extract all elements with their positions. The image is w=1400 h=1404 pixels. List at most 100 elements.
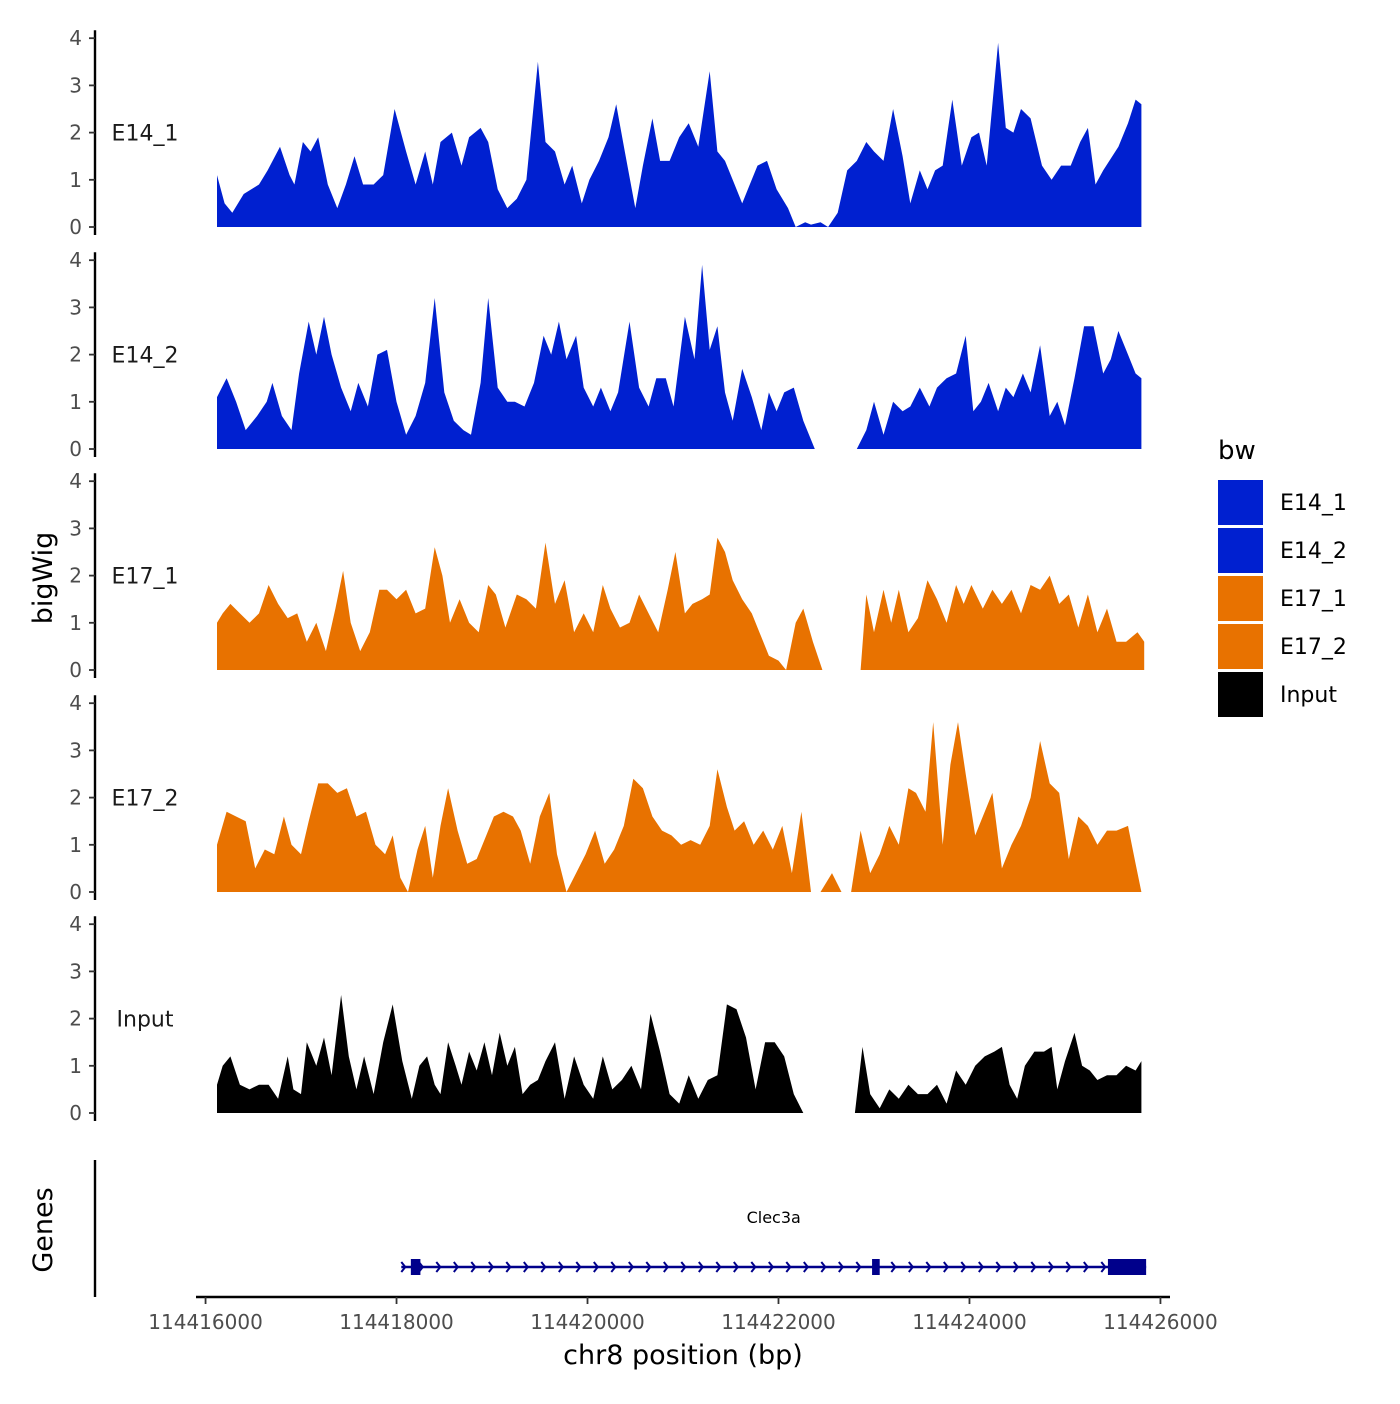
legend-swatch <box>1218 624 1263 669</box>
track-label-e14-2: E14_2 <box>112 344 179 369</box>
strand-arrow <box>435 1261 442 1273</box>
strand-arrow <box>960 1261 967 1273</box>
strand-arrow <box>540 1261 547 1273</box>
y-tick-label: 3 <box>69 738 82 762</box>
legend-label: E14_2 <box>1280 539 1347 564</box>
y-tick-label: 2 <box>69 564 82 588</box>
x-tick-label: 114424000 <box>912 1310 1027 1334</box>
coverage-area-e17-1-0 <box>217 537 823 670</box>
strand-arrow <box>453 1261 460 1273</box>
legend: bw E14_1 E14_2 E17_1 E17_2 Input <box>1218 436 1347 717</box>
strand-arrow <box>908 1261 915 1273</box>
strand-arrow <box>593 1261 600 1273</box>
strand-arrow <box>523 1261 530 1273</box>
strand-arrow <box>925 1261 932 1273</box>
strand-arrow <box>943 1261 950 1273</box>
legend-label: E14_1 <box>1280 491 1347 516</box>
coverage-area-input-0 <box>217 995 834 1113</box>
y-tick-label: 1 <box>69 168 82 192</box>
legend-swatch <box>1218 480 1263 525</box>
gene-clec3a: Clec3a <box>400 1208 1147 1275</box>
strand-arrow <box>803 1261 810 1273</box>
strand-arrow <box>820 1261 827 1273</box>
strand-arrow <box>995 1261 1002 1273</box>
track-label-e17-1: E17_1 <box>112 565 179 590</box>
legend-swatch <box>1218 576 1263 621</box>
strand-arrow <box>890 1261 897 1273</box>
strand-arrow <box>1083 1261 1090 1273</box>
strand-arrow <box>1030 1261 1037 1273</box>
x-tick-label: 114420000 <box>530 1310 645 1334</box>
strand-arrow <box>978 1261 985 1273</box>
y-tick-label: 3 <box>69 73 82 97</box>
legend-label: Input <box>1280 683 1337 708</box>
tracks-layer: 0 1 2 3 4 E14_1 0 1 2 3 4 E14_2 0 1 2 3 4 E17_1 0 1 2 3 4 E17_2… <box>69 26 1145 1125</box>
strand-arrow <box>575 1261 582 1273</box>
strand-arrow <box>680 1261 687 1273</box>
legend-item-e17-2: E17_2 <box>1218 624 1347 669</box>
strand-arrow <box>470 1261 477 1273</box>
y-tick-label: 2 <box>69 786 82 810</box>
y-tick-label: 1 <box>69 1054 82 1078</box>
legend-item-e14-1: E14_1 <box>1218 480 1347 525</box>
gene-name-label: Clec3a <box>747 1208 801 1227</box>
strand-arrow <box>750 1261 757 1273</box>
track-label-e17-2: E17_2 <box>112 787 179 812</box>
y-tick-label: 0 <box>69 658 82 682</box>
coverage-area-e14-1-0 <box>217 42 1142 228</box>
legend-title: bw <box>1218 436 1256 466</box>
y-tick-label: 2 <box>69 343 82 367</box>
coverage-area-e14-2-1 <box>856 326 1142 449</box>
strand-arrow <box>785 1261 792 1273</box>
coverage-area-e17-2-1 <box>851 722 1142 892</box>
y-tick-label: 4 <box>69 691 82 715</box>
exon-1 <box>410 1259 421 1275</box>
legend-item-e17-1: E17_1 <box>1218 576 1347 621</box>
genes-track-title: Genes <box>28 1187 59 1272</box>
strand-arrow <box>1100 1261 1107 1273</box>
strand-arrow <box>733 1261 740 1273</box>
x-tick-label: 114418000 <box>339 1310 454 1334</box>
y-tick-label: 4 <box>69 26 82 50</box>
strand-arrow <box>838 1261 845 1273</box>
exon-2 <box>872 1259 880 1275</box>
strand-arrow <box>698 1261 705 1273</box>
strand-arrow <box>663 1261 670 1273</box>
strand-arrow <box>1013 1261 1020 1273</box>
y-tick-label: 3 <box>69 516 82 540</box>
strand-arrow <box>400 1261 407 1273</box>
strand-arrow <box>628 1261 635 1273</box>
y-tick-label: 2 <box>69 1007 82 1031</box>
y-tick-label: 4 <box>69 912 82 936</box>
strand-arrow <box>855 1261 862 1273</box>
y-tick-label: 0 <box>69 437 82 461</box>
track-input: 0 1 2 3 4 Input <box>69 912 1142 1125</box>
x-tick-label: 114416000 <box>148 1310 263 1334</box>
exon-3 <box>1107 1259 1147 1275</box>
y-tick-label: 3 <box>69 959 82 983</box>
coverage-area-e17-1-1 <box>860 575 1145 670</box>
x-axis: 114416000 114418000 114420000 114422000 1144… <box>148 1295 1218 1334</box>
legend-swatch <box>1218 672 1263 717</box>
y-tick-label: 1 <box>69 390 82 414</box>
legend-item-e14-2: E14_2 <box>1218 528 1347 573</box>
track-label-e14-1: E14_1 <box>112 122 179 147</box>
strand-arrow <box>1048 1261 1055 1273</box>
strand-arrow <box>505 1261 512 1273</box>
strand-arrow <box>488 1261 495 1273</box>
x-tick-label: 114426000 <box>1103 1310 1218 1334</box>
track-label-input: Input <box>117 1008 174 1033</box>
legend-item-input: Input <box>1218 672 1337 717</box>
y-tick-label: 0 <box>69 880 82 904</box>
y-tick-label: 4 <box>69 248 82 272</box>
strand-arrow <box>1065 1261 1072 1273</box>
x-axis-title: chr8 position (bp) <box>563 1340 803 1371</box>
y-tick-label: 1 <box>69 611 82 635</box>
legend-swatch <box>1218 528 1263 573</box>
strand-arrow <box>558 1261 565 1273</box>
y-tick-label: 0 <box>69 215 82 239</box>
y-tick-label: 3 <box>69 295 82 319</box>
legend-label: E17_2 <box>1280 635 1347 660</box>
